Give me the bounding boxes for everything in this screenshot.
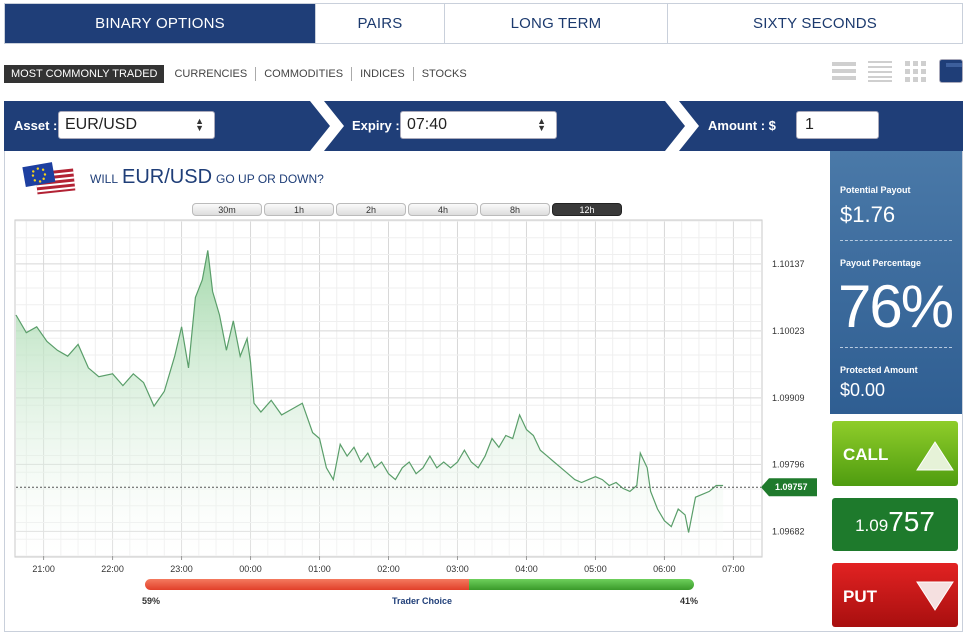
asset-select[interactable]: EUR/USD ▲ ▼ [58,111,215,139]
direction-question: WILL EUR/USD GO UP OR DOWN? [90,166,324,189]
select-arrows-icon: ▲ ▼ [537,116,546,133]
expiry-select-value: 07:40 [407,116,448,133]
expiry-label: Expiry : [352,118,400,133]
payout-percentage-label: Payout Percentage [840,258,922,268]
divider [840,347,952,348]
category-commodities[interactable]: COMMODITIES [256,67,353,81]
up-arrow-icon [916,441,954,471]
current-price-display: 1.09 757 [832,498,958,551]
product-tabs: BINARY OPTIONS PAIRS LONG TERM SIXTY SEC… [4,3,963,44]
put-label: PUT [843,587,877,606]
timeframe-12h[interactable]: 12h [552,203,622,216]
list-view-icon[interactable] [831,59,857,83]
eu-us-flag-icon [22,162,76,195]
timeframe-2h[interactable]: 2h [336,203,406,216]
trader-choice-label: Trader Choice [392,596,453,606]
timeframe-8h[interactable]: 8h [480,203,550,216]
timeframe-30m[interactable]: 30m [192,203,262,216]
view-mode-switcher [831,59,963,83]
put-percentage: 59% [142,596,161,606]
call-button[interactable]: CALL [832,421,958,486]
down-arrow-icon [916,581,954,611]
timeframe-4h[interactable]: 4h [408,203,478,216]
chart-view-icon[interactable] [939,59,963,83]
price-big-digits: 757 [888,506,935,537]
put-button[interactable]: PUT [832,563,958,627]
tab-binary-options[interactable]: BINARY OPTIONS [5,4,316,43]
protected-amount-label: Protected Amount [840,365,918,375]
timeframe-1h[interactable]: 1h [264,203,334,216]
tab-sixty-seconds[interactable]: SIXTY SECONDS [752,15,878,32]
category-stocks[interactable]: STOCKS [421,68,467,80]
compact-list-icon[interactable] [867,59,893,83]
grid-view-icon[interactable] [903,59,929,83]
potential-payout-value: $1.76 [840,202,896,227]
question-suffix: GO UP OR DOWN? [216,172,324,186]
category-indices[interactable]: INDICES [352,67,414,81]
category-currencies[interactable]: CURRENCIES [166,67,257,81]
amount-input[interactable]: 1 [796,111,879,139]
trader-choice-call-bar [469,579,694,590]
asset-label: Asset : [14,118,58,133]
trader-choice-put-bar [145,579,469,590]
amount-label: Amount : $ [708,118,776,133]
divider [840,240,952,241]
potential-payout-label: Potential Payout [840,185,911,195]
payout-percentage-value: 76% [838,273,954,340]
question-asset: EUR/USD [122,166,213,188]
category-most-commonly-traded[interactable]: MOST COMMONLY TRADED [4,65,165,83]
divider-arrow-icon [665,101,699,151]
asset-select-value: EUR/USD [65,116,138,133]
tab-long-term[interactable]: LONG TERM [445,4,668,43]
category-filter-bar: MOST COMMONLY TRADED CURRENCIES COMMODIT… [4,65,475,83]
select-arrows-icon: ▲ ▼ [195,116,204,133]
protected-amount-value: $0.00 [840,380,886,400]
call-percentage: 41% [680,596,699,606]
payout-panel [830,151,962,414]
divider-arrow-icon [310,101,344,151]
price-small-digits: 1.09 [855,516,889,535]
expiry-select[interactable]: 07:40 ▲ ▼ [400,111,557,139]
question-prefix: WILL [90,172,119,186]
tab-pairs[interactable]: PAIRS [316,4,445,43]
call-label: CALL [843,445,889,464]
